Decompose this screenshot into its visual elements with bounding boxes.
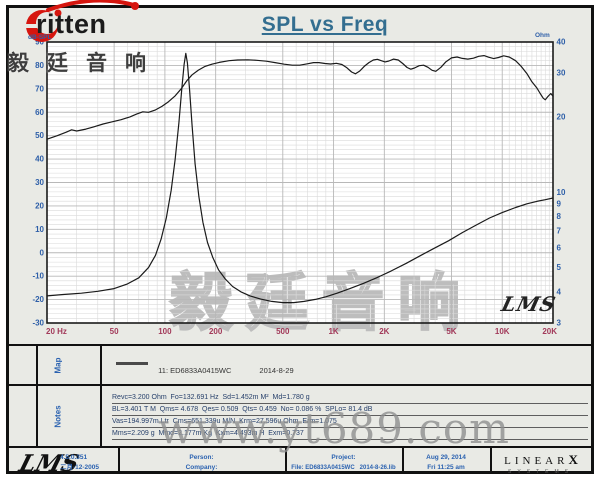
notes-section-label: Notes <box>53 405 63 428</box>
site-watermark: www.yt689.com <box>158 404 510 453</box>
footer-divider-2 <box>285 448 287 472</box>
print-time: Fri 11:25 am <box>427 464 465 471</box>
linearx-wordmark: LINEARX <box>504 452 578 467</box>
company-label: Company: <box>185 464 218 471</box>
notes-line-4: Mms=2.209 g Mmd=2.177m Kg Kxm=4.493m H E… <box>112 428 588 440</box>
footer-divider-3 <box>402 448 404 472</box>
center-cjk-watermark: 毅廷音响 <box>169 268 475 339</box>
page-title: SPL vs Freq <box>261 13 389 36</box>
project-label: Project: <box>331 454 356 461</box>
lms-chart-watermark: LMS <box>499 292 559 316</box>
app-version: 4.5.0.351 <box>60 454 88 461</box>
legend-line-sample <box>116 362 148 365</box>
person-label: Person: <box>189 454 214 461</box>
linearx-x: X <box>568 452 578 467</box>
right-axis-unit-label: Ohm <box>535 32 550 39</box>
legend-entry: 11: ED6833A0415WC 2014-8-29 <box>154 357 294 375</box>
notes-line-2: BL=3.401 T M Qms= 4.678 Qes= 0.509 Qts= … <box>112 404 588 416</box>
notes-line-1: Revc=3.200 Ohm Fo=132.691 Hz Sd=1.452m M… <box>112 392 588 404</box>
project-box: Project: File: ED6833A0415WC 2014-8-26.l… <box>287 453 400 473</box>
notes-line-3: Vas=194.997m Ltr Cms=651.339u M/N Krm=27… <box>112 416 588 428</box>
row-label-left-border <box>36 346 38 446</box>
row-label-divider <box>100 346 102 446</box>
linearx-systems-text: SYSTEMS <box>508 469 574 475</box>
version-box: 4.5.0.351 二月-12-2005 <box>60 453 99 473</box>
app-version-date: 二月-12-2005 <box>60 464 100 471</box>
project-file-name: File: ED6833A0415WC 2014-8-26.lib <box>291 465 396 471</box>
map-section-label: Map <box>53 357 63 374</box>
linearx-logo: LINEARX SYSTEMS <box>492 452 590 475</box>
divider-map-notes <box>9 384 591 386</box>
left-axis-unit-label: dB-SPL <box>28 34 52 41</box>
eritten-logo-icon <box>26 0 139 42</box>
footer-divider-1 <box>118 448 120 472</box>
divider-chart-map <box>9 344 591 346</box>
divider-notes-footer <box>9 446 591 448</box>
logo-wordmark: ritten <box>36 9 107 39</box>
date-box: Aug 29, 2014 Fri 11:25 am <box>402 453 490 473</box>
footer-divider-4 <box>490 448 492 472</box>
logo-cjk-text: 毅廷音响 <box>8 52 164 75</box>
print-date: Aug 29, 2014 <box>426 454 466 461</box>
person-company-box: Person: Company: <box>118 453 285 473</box>
legend-curve-date: 2014-8-29 <box>259 366 294 375</box>
legend-curve-name: 11: ED6833A0415WC <box>158 366 232 375</box>
